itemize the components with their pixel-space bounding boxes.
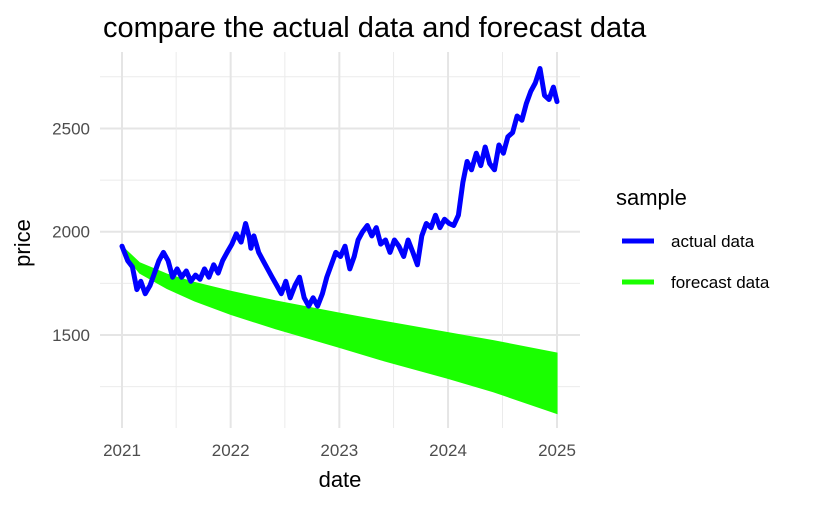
y-axis-ticks: 1500 2000 2500: [52, 119, 90, 345]
legend: sample actual data forecast data: [616, 185, 770, 292]
x-tick-label: 2021: [103, 441, 141, 460]
x-tick-label: 2024: [429, 441, 467, 460]
y-tick-label: 1500: [52, 326, 90, 345]
x-axis-title: date: [319, 467, 362, 492]
forecast-band-layer: [121, 245, 558, 415]
y-tick-label: 2000: [52, 223, 90, 242]
actual-data-line: [119, 66, 560, 309]
forecast-data-band: [121, 245, 558, 415]
y-tick-label: 2500: [52, 119, 90, 138]
legend-label: forecast data: [671, 273, 770, 292]
legend-title: sample: [616, 185, 687, 210]
x-tick-label: 2022: [212, 441, 250, 460]
x-tick-label: 2023: [320, 441, 358, 460]
actual-line-layer: [119, 66, 560, 309]
x-tick-label: 2025: [538, 441, 576, 460]
y-axis-title: price: [10, 219, 35, 267]
x-axis-ticks: 2021 2022 2023 2024 2025: [103, 441, 576, 460]
legend-label: actual data: [671, 232, 755, 251]
chart-title: compare the actual data and forecast dat…: [103, 12, 647, 44]
